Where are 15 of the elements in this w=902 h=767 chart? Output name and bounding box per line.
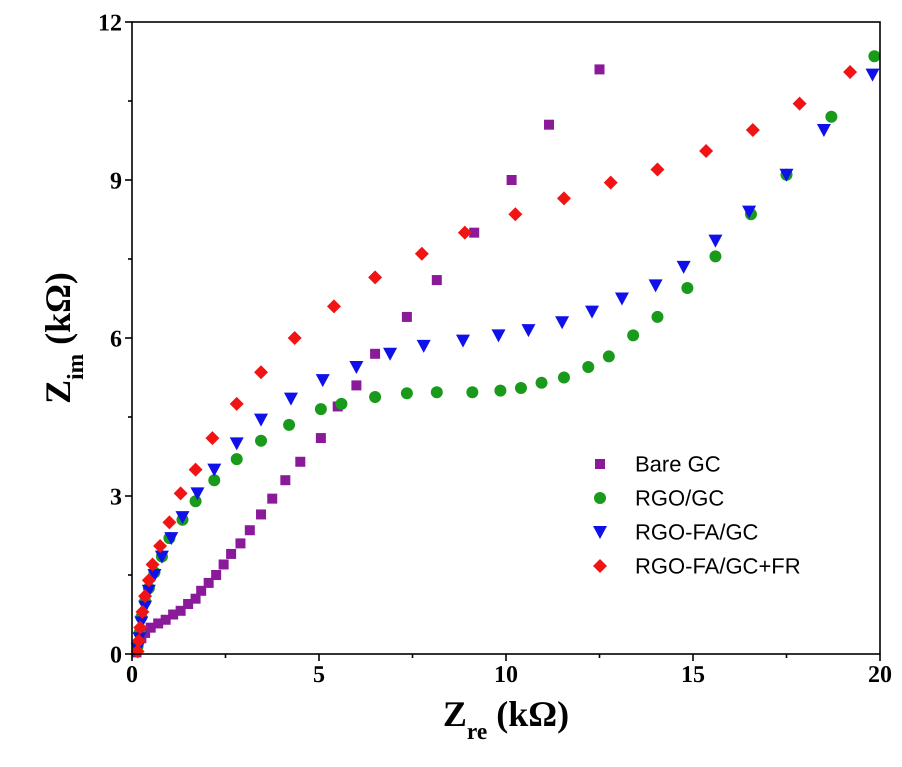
x-tick-label: 20 [868, 662, 892, 688]
legend-label: Bare GC [635, 452, 721, 477]
x-tick-label: 10 [494, 662, 518, 688]
legend-label: RGO-FA/GC+FR [635, 554, 801, 579]
y-tick-label: 3 [110, 484, 122, 510]
legend-label: RGO/GC [635, 486, 724, 511]
x-tick-label: 5 [313, 662, 325, 688]
y-tick-label: 0 [110, 642, 122, 668]
y-tick-label: 12 [98, 10, 122, 36]
x-axis-title: Z$_{re}$ (kΩ) [442, 694, 570, 745]
x-tick-label: 15 [681, 662, 705, 688]
x-tick-label: 0 [126, 662, 138, 688]
y-tick-label: 6 [110, 326, 122, 352]
y-tick-label: 9 [110, 168, 122, 194]
legend-label: RGO-FA/GC [635, 520, 759, 545]
